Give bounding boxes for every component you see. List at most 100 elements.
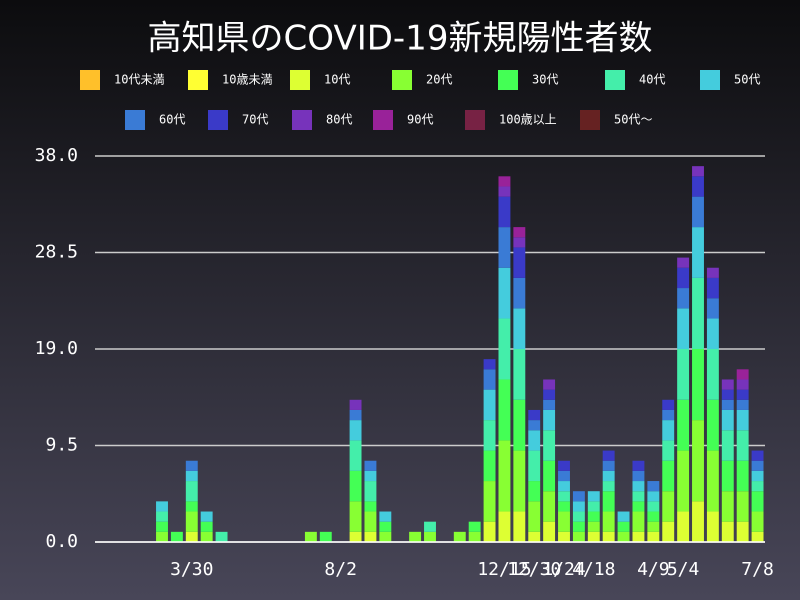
bar-segment: [215, 531, 228, 542]
bar-segment: [706, 399, 719, 451]
bar-segment: [662, 420, 675, 441]
x-tick-label: 5/4: [667, 559, 700, 580]
bar-segment: [513, 277, 526, 309]
bar-segment: [617, 521, 630, 532]
bar-segment: [513, 450, 526, 512]
bar-segment: [662, 521, 675, 542]
bar-segment: [602, 470, 615, 482]
bar-segment: [751, 470, 764, 482]
bar-segment: [498, 196, 511, 228]
bar-segment: [751, 460, 764, 471]
bar-segment: [528, 430, 541, 451]
bar-segment: [602, 481, 615, 492]
legend-label: 100歳以上: [499, 113, 557, 127]
bar-segment: [543, 491, 556, 522]
legend-swatch: [292, 110, 312, 130]
bar-segment: [647, 531, 660, 542]
legend-swatch: [498, 70, 518, 90]
bar-segment: [632, 531, 645, 542]
bar-segment: [677, 308, 690, 349]
legend-label: 30代: [532, 73, 558, 87]
bar-segment: [692, 166, 704, 177]
bar-segment: [662, 399, 675, 410]
bar-segment: [706, 318, 719, 349]
y-tick-label: 38.0: [35, 145, 78, 166]
bar-segment: [349, 399, 362, 410]
bar-segment: [587, 501, 600, 512]
bar-segment: [379, 531, 392, 542]
bar-segment: [647, 511, 660, 522]
bar-segment: [349, 409, 362, 421]
bar-segment: [721, 389, 734, 400]
bar-segment: [349, 501, 362, 532]
bar-segment: [156, 531, 168, 542]
bar-segment: [721, 521, 734, 542]
bar-segment: [721, 460, 734, 492]
bar-segment: [587, 531, 600, 542]
bar-segment: [558, 491, 570, 502]
bar-segment: [558, 481, 570, 492]
bar-segment: [692, 277, 704, 349]
bar-segment: [349, 470, 362, 502]
bar-segment: [498, 511, 511, 542]
bar-segment: [528, 501, 541, 532]
bar-segment: [185, 511, 198, 532]
bar-segment: [200, 531, 213, 542]
bar-segment: [632, 481, 645, 492]
bar-segment: [706, 450, 719, 512]
bar-segment: [721, 379, 734, 390]
bar-segment: [677, 257, 690, 268]
legend-swatch: [188, 70, 208, 90]
bar-segment: [706, 511, 719, 542]
bar-segment: [692, 196, 704, 228]
legend-label: 10代未満: [114, 73, 164, 87]
bar-segment: [468, 521, 481, 532]
legend-swatch: [80, 70, 100, 90]
y-tick-label: 28.5: [35, 242, 78, 263]
bar-segment: [468, 531, 481, 542]
bar-segment: [677, 267, 690, 289]
bar-segment: [692, 227, 704, 278]
bar-segment: [647, 491, 660, 502]
bar-segment: [662, 491, 675, 522]
legend-label: 90代: [407, 113, 433, 127]
legend-swatch: [208, 110, 228, 130]
legend-label: 50代〜: [614, 113, 652, 127]
bar-segment: [692, 349, 704, 421]
bar-segment: [185, 481, 198, 502]
x-tick-label: 1/24: [542, 559, 585, 580]
x-tick-label: 4/9: [637, 559, 670, 580]
bar-segment: [632, 511, 645, 532]
bar-segment: [602, 511, 615, 532]
bar-segment: [483, 481, 496, 522]
bar-segment: [319, 531, 332, 542]
x-tick-label: 8/2: [324, 559, 357, 580]
bar-segment: [543, 389, 556, 400]
bar-segment: [498, 227, 511, 268]
y-tick-label: 0.0: [45, 531, 78, 552]
bar-segment: [379, 511, 392, 522]
bar-segment: [364, 511, 377, 532]
legend-swatch: [373, 110, 393, 130]
bar-segment: [513, 247, 526, 278]
bar-segment: [483, 420, 496, 451]
legend-swatch: [465, 110, 485, 130]
legend-label: 10歳未満: [222, 73, 272, 87]
legend-swatch: [605, 70, 625, 90]
bar-segment: [513, 227, 526, 238]
bar-segment: [706, 277, 719, 299]
bar-segment: [721, 409, 734, 431]
bar-segment: [558, 470, 570, 482]
bar-segment: [617, 511, 630, 522]
x-tick-label: 12/30: [507, 559, 561, 580]
legend-label: 50代: [734, 73, 760, 87]
bar-segment: [706, 298, 719, 319]
bar-segment: [677, 349, 690, 400]
bar-segment: [602, 531, 615, 542]
bar-segment: [751, 511, 764, 532]
legend-swatch: [290, 70, 310, 90]
bar-segment: [558, 511, 570, 532]
legend-label: 40代: [639, 73, 665, 87]
bar-segment: [736, 430, 749, 461]
bar-segment: [751, 491, 764, 512]
